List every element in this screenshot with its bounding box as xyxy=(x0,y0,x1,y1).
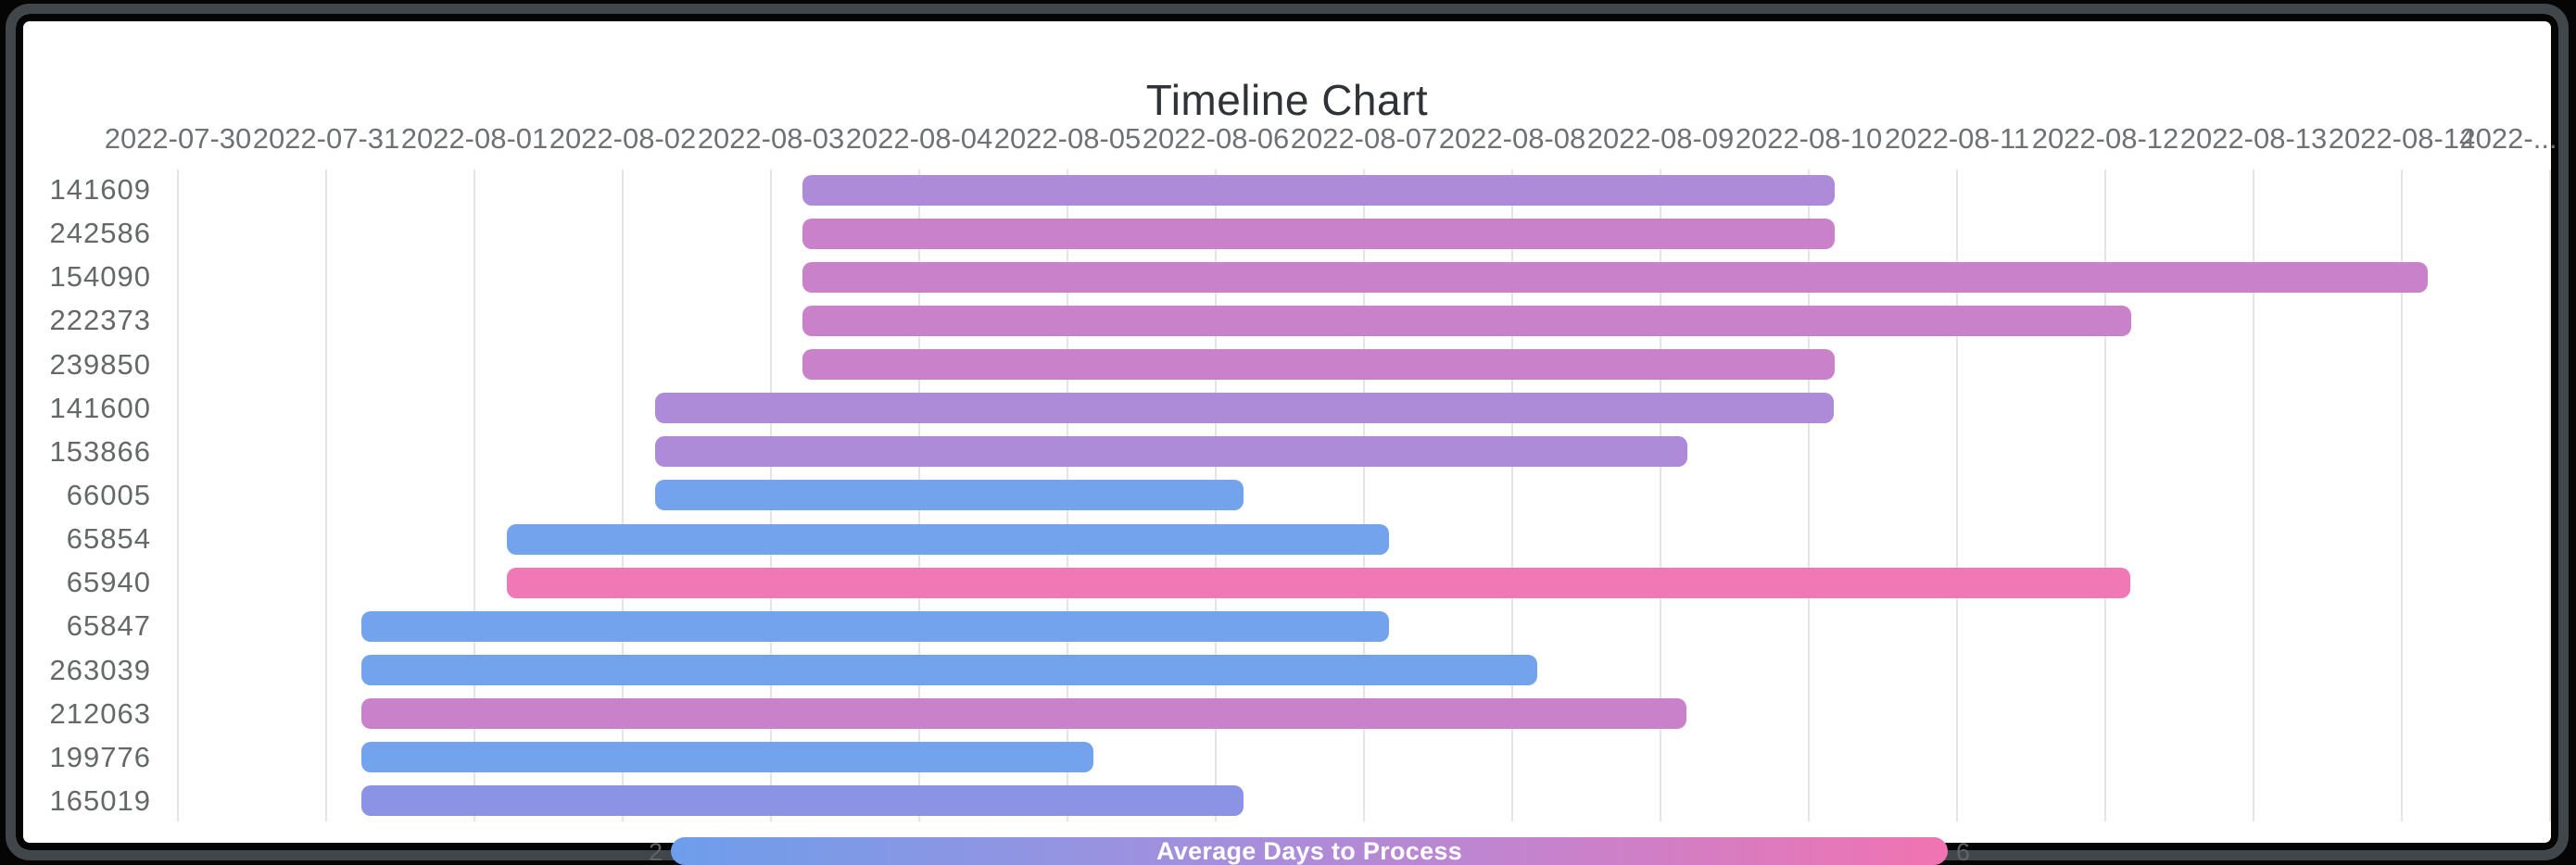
x-tick-label: 2022-08-01 xyxy=(400,122,549,155)
timeline-bar[interactable] xyxy=(507,568,2130,598)
x-tick-label: 2022-08-09 xyxy=(1586,122,1735,155)
x-tick-label: 2022-08-07 xyxy=(1290,122,1438,155)
y-axis-label: 141600 xyxy=(49,392,151,424)
x-tick-label: 2022-08-14 xyxy=(2328,122,2476,155)
x-tick-label: 2022-07-30 xyxy=(104,122,252,155)
gridline xyxy=(325,169,327,821)
gridline xyxy=(1511,169,1513,821)
gridline xyxy=(1363,169,1365,821)
gridline xyxy=(2253,169,2254,821)
gridline xyxy=(2549,169,2551,821)
y-axis-label: 199776 xyxy=(49,741,151,773)
timeline-bar[interactable] xyxy=(655,480,1244,510)
x-tick-label: 2022-08-05 xyxy=(993,122,1142,155)
timeline-bar[interactable] xyxy=(361,611,1389,642)
y-axis-label: 65847 xyxy=(66,609,151,642)
legend-gradient-bar: Average Days to Process xyxy=(671,837,1948,865)
legend-title: Average Days to Process xyxy=(1155,836,1463,865)
timeline-bar[interactable] xyxy=(802,219,1835,249)
chart-title: Timeline Chart xyxy=(1145,76,1429,124)
y-axis-label: 165019 xyxy=(49,784,151,817)
gridline xyxy=(622,169,624,821)
x-tick-label: 2022-08-11 xyxy=(1884,122,2030,155)
y-axis-label: 263039 xyxy=(49,654,151,686)
x-tick-label: 2022-08-04 xyxy=(845,122,993,155)
timeline-bar[interactable] xyxy=(655,393,1834,423)
y-axis-label: 141609 xyxy=(49,173,151,206)
timeline-bar[interactable] xyxy=(361,655,1537,685)
x-tick-label: 2022-08-13 xyxy=(2179,122,2328,155)
y-axis-label: 65940 xyxy=(66,566,151,598)
gridline xyxy=(1956,169,1958,821)
y-axis-label: 212063 xyxy=(49,697,151,730)
timeline-bar[interactable] xyxy=(802,175,1835,206)
gridline xyxy=(2401,169,2403,821)
gridline xyxy=(1660,169,1661,821)
x-tick-label: 2022-08-02 xyxy=(549,122,697,155)
gridline xyxy=(2104,169,2106,821)
timeline-bar[interactable] xyxy=(361,785,1244,816)
timeline-bar[interactable] xyxy=(361,698,1686,729)
x-tick-label: 2022-08-10 xyxy=(1735,122,1883,155)
legend-min-value: 2 xyxy=(648,838,663,865)
x-tick-label: 2022-08-06 xyxy=(1142,122,1290,155)
x-tick-label: 2022-07-31 xyxy=(252,122,400,155)
timeline-bar[interactable] xyxy=(802,349,1835,380)
timeline-bar[interactable] xyxy=(802,306,2131,336)
x-tick-label: 2022-08-08 xyxy=(1438,122,1586,155)
y-axis-label: 154090 xyxy=(49,260,151,293)
x-tick-label: 2022-08-12 xyxy=(2031,122,2179,155)
y-axis-label: 153866 xyxy=(49,435,151,468)
timeline-bar[interactable] xyxy=(507,524,1389,555)
y-axis-label: 239850 xyxy=(49,348,151,381)
x-tick-label: 2022-08-03 xyxy=(697,122,845,155)
timeline-bar[interactable] xyxy=(802,262,2428,293)
legend-max-value: 6 xyxy=(1956,838,1971,865)
y-axis-label: 222373 xyxy=(49,304,151,336)
timeline-bar[interactable] xyxy=(655,436,1687,467)
y-axis-label: 242586 xyxy=(49,217,151,249)
gridline xyxy=(1808,169,1810,821)
timeline-bar[interactable] xyxy=(361,742,1093,772)
gridline xyxy=(177,169,179,821)
x-tick-label: 2022-... xyxy=(2459,122,2557,155)
chart-card: Timeline Chart 2022-07-30 2022-07-31 2022-… xyxy=(6,4,2569,865)
gridline xyxy=(474,169,475,821)
y-axis-label: 66005 xyxy=(66,479,151,511)
y-axis-label: 65854 xyxy=(66,522,151,555)
